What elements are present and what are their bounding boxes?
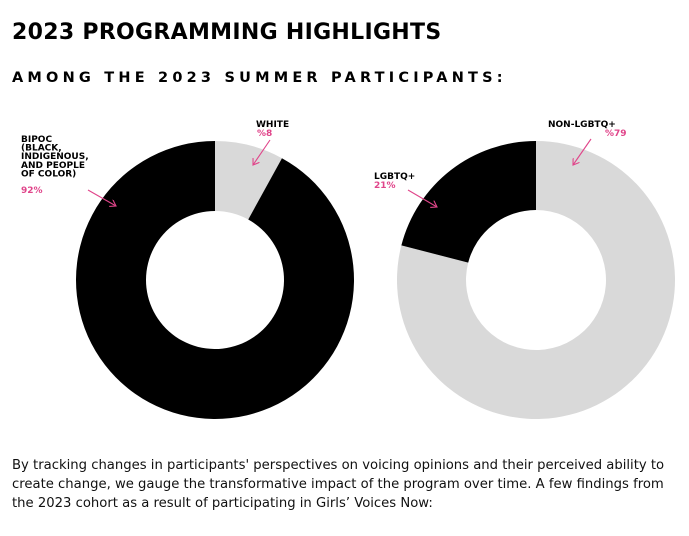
charts-area: WHITE%8 BIPOC (BLACK, INDIGENOUS, AND PEOPLE…	[21, 120, 675, 420]
slice-value-label: 21%	[374, 181, 396, 191]
slice-label: LGBTQ+	[374, 172, 415, 182]
slice-value-label: %8	[257, 129, 272, 139]
donut-chart-lgbtq: NON-LGBTQ+%79 LGBTQ+21%	[374, 120, 675, 419]
slice-label: BIPOC (BLACK, INDIGENOUS, AND PEOPLE OF COLO…	[21, 135, 89, 179]
slice-label: WHITE	[256, 120, 289, 130]
slice-label: NON-LGBTQ+	[548, 120, 616, 130]
donut-chart-ethnicity: WHITE%8 BIPOC (BLACK, INDIGENOUS, AND PEOPLE…	[21, 120, 354, 420]
pointer-arrow-icon	[87, 189, 116, 206]
slice-value-label: 92%	[21, 186, 43, 196]
donut-slice-non-lgbtq	[396, 141, 675, 419]
donut-slice-bipoc	[76, 141, 354, 420]
page-subtitle: AMONG THE 2023 SUMMER PARTICIPANTS:	[12, 70, 507, 86]
pointer-arrow-icon	[573, 138, 592, 165]
pointer-arrow-icon	[407, 189, 437, 207]
donut-slice-white	[215, 141, 282, 220]
slice-value-label: %79	[605, 129, 627, 139]
donut-slice-lgbtq	[401, 141, 536, 263]
page-title: 2023 PROGRAMMING HIGHLIGHTS	[12, 20, 442, 45]
findings-intro-text: By tracking changes in participants' per…	[12, 458, 665, 511]
pointer-arrow-icon	[253, 139, 271, 165]
